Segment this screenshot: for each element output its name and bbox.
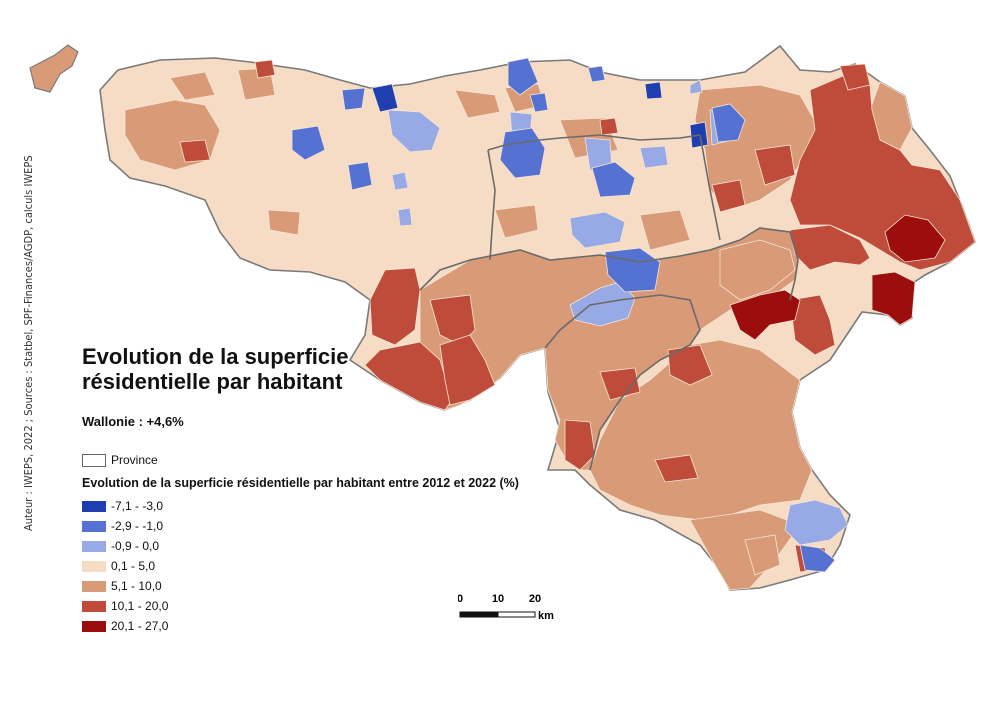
legend-class-label: 5,1 - 10,0 bbox=[111, 579, 162, 593]
province-legend: Province bbox=[82, 453, 519, 467]
legend-class: -7,1 - -3,0 bbox=[82, 496, 519, 516]
legend-swatch bbox=[82, 580, 106, 592]
scale-segment-white bbox=[497, 611, 536, 618]
legend-swatch bbox=[82, 620, 106, 632]
scale-tick-10: 10 bbox=[492, 593, 504, 605]
legend-class: 5,1 - 10,0 bbox=[82, 576, 519, 596]
legend-classes: -7,1 - -3,0 -2,9 - -1,0 -0,9 - 0,0 0,1 -… bbox=[82, 496, 519, 636]
scale-unit: km bbox=[538, 610, 554, 622]
legend-class: 10,1 - 20,0 bbox=[82, 596, 519, 616]
legend-class-label: 20,1 - 27,0 bbox=[111, 619, 169, 633]
class-20-27-areas bbox=[729, 214, 946, 341]
legend-swatch bbox=[82, 520, 106, 532]
legend-class: -2,9 - -1,0 bbox=[82, 516, 519, 536]
legend-class-label: -0,9 - 0,0 bbox=[111, 539, 160, 553]
legend-swatch bbox=[82, 500, 106, 512]
enclave-comines bbox=[29, 44, 79, 93]
legend-title: Evolution de la superficie résidentielle… bbox=[82, 476, 519, 490]
scale-tick-20: 20 bbox=[529, 593, 541, 605]
scale-segment-black bbox=[459, 611, 499, 618]
province-label: Province bbox=[111, 453, 158, 467]
legend-class: 20,1 - 27,0 bbox=[82, 616, 519, 636]
scale-tick-0: 0 bbox=[458, 593, 463, 605]
legend-swatch bbox=[82, 600, 106, 612]
legend-class-label: -2,9 - -1,0 bbox=[111, 519, 164, 533]
legend-swatch bbox=[82, 540, 106, 552]
legend: Province Evolution de la superficie rési… bbox=[82, 453, 519, 636]
province-boundaries bbox=[419, 134, 799, 471]
region-average: Wallonie : +4,6% bbox=[82, 414, 184, 429]
scale-bar: 0 10 20 km bbox=[458, 593, 554, 622]
map-title: Evolution de la superficie résidentielle… bbox=[82, 344, 349, 394]
legend-class: 0,1 - 5,0 bbox=[82, 556, 519, 576]
legend-swatch bbox=[82, 560, 106, 572]
legend-class-label: 10,1 - 20,0 bbox=[111, 599, 169, 613]
source-credit: Auteur : IWEPS, 2022 ; Sources : Statbel… bbox=[22, 155, 35, 531]
province-swatch bbox=[82, 453, 106, 467]
legend-class-label: 0,1 - 5,0 bbox=[111, 559, 156, 573]
legend-class: -0,9 - 0,0 bbox=[82, 536, 519, 556]
legend-class-label: -7,1 - -3,0 bbox=[111, 499, 164, 513]
